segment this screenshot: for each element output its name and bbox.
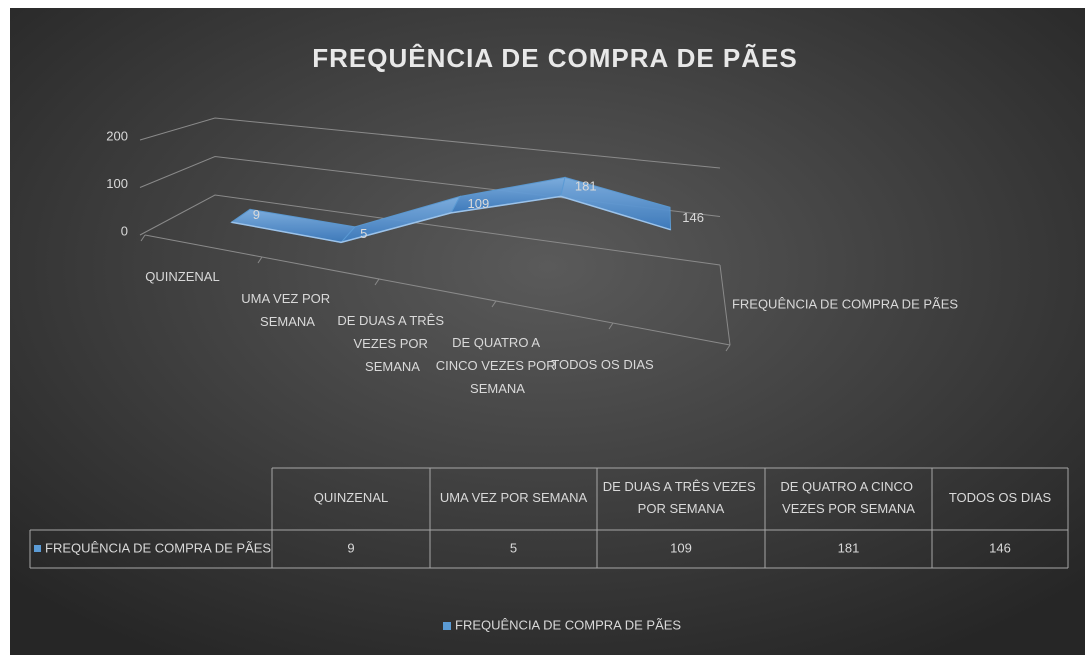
category-axis (144, 234, 731, 346)
category-tick (725, 344, 731, 352)
table-value: 109 (670, 540, 692, 555)
chart-title: FREQUÊNCIA DE COMPRA DE PÃES (312, 43, 797, 73)
legend-label: FREQUÊNCIA DE COMPRA DE PÃES (455, 617, 681, 632)
table-value: 9 (347, 540, 354, 555)
grid-line (139, 117, 721, 169)
table-value: 181 (838, 540, 860, 555)
table-header: UMA VEZ POR SEMANA (440, 490, 588, 505)
legend-key (443, 622, 451, 630)
table-legend-key (34, 545, 41, 552)
depth-axis (719, 264, 731, 346)
data-label: 146 (682, 210, 704, 225)
category-tick (491, 300, 497, 308)
table-value: 5 (510, 540, 517, 555)
y-tick-label: 200 (106, 128, 128, 143)
category-tick (257, 256, 263, 264)
y-tick-label: 100 (106, 176, 128, 191)
x-tick-label: QUINZENAL (145, 269, 219, 284)
chart-background (10, 8, 1085, 655)
category-tick (140, 234, 146, 242)
table-header: QUINZENAL (314, 490, 388, 505)
line (231, 195, 671, 244)
table-row-label: FREQUÊNCIA DE COMPRA DE PÃES (45, 540, 271, 555)
data-label: 109 (468, 196, 490, 211)
category-tick (374, 278, 380, 286)
depth-axis-label: FREQUÊNCIA DE COMPRA DE PÃES (732, 296, 958, 311)
table-header: TODOS OS DIAS (949, 490, 1052, 505)
x-tick-label: DE QUATRO A CINCO VEZES POR SEMANA (436, 335, 560, 396)
table-header: DE QUATRO A CINCO VEZES POR SEMANA (780, 479, 916, 516)
table-header: DE DUAS A TRÊS VEZES POR SEMANA (603, 479, 760, 516)
table-value: 146 (989, 540, 1011, 555)
x-tick-label: UMA VEZ POR SEMANA (241, 291, 333, 329)
category-tick (608, 322, 614, 330)
x-tick-label: DE DUAS A TRÊS VEZES POR SEMANA (337, 313, 447, 374)
data-label: 181 (575, 178, 597, 193)
x-tick-label: TODOS OS DIAS (551, 357, 654, 372)
data-label: 9 (253, 207, 260, 222)
data-label: 5 (360, 226, 367, 241)
y-tick-label: 0 (121, 223, 128, 238)
grid-line (139, 194, 721, 266)
